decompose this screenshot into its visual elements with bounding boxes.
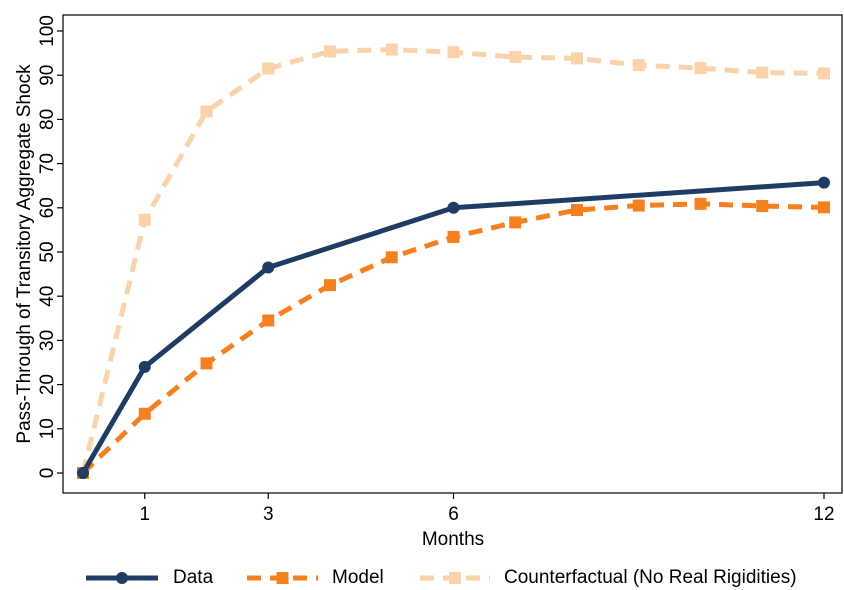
data-point (138, 407, 151, 420)
y-tick-label: 90 (37, 65, 58, 86)
data-point (509, 51, 522, 64)
y-tick-label: 60 (37, 197, 58, 218)
data-point (571, 52, 583, 65)
legend-label: Model (332, 567, 384, 588)
series-line (80, 180, 825, 475)
series-model (77, 197, 830, 479)
legend-item: Data (86, 567, 214, 588)
legend-marker (449, 572, 461, 584)
data-point (138, 360, 151, 373)
legend-item: Counterfactual (No Real Rigidities) (420, 567, 797, 588)
x-tick-label: 6 (448, 504, 459, 525)
y-tick-label: 100 (37, 15, 58, 47)
plot-border (62, 14, 843, 494)
y-tick-label: 0 (37, 468, 58, 479)
x-axis: 1 3 6 12 (139, 493, 835, 525)
data-point (262, 314, 275, 327)
data-point (571, 204, 583, 217)
legend-label: Data (173, 567, 214, 588)
y-tick-label: 10 (37, 418, 58, 439)
data-point (694, 197, 707, 210)
series-data (77, 176, 830, 479)
data-point (138, 213, 151, 226)
data-point (262, 62, 275, 75)
data-point (818, 201, 830, 214)
y-axis-title: Pass-Through of Transitory Aggregate Sho… (14, 64, 35, 444)
legend-label: Counterfactual (No Real Rigidities) (504, 567, 797, 588)
data-point (509, 216, 522, 229)
data-point (818, 176, 830, 189)
series-line (80, 47, 825, 474)
data-point (324, 279, 336, 292)
data-point (756, 66, 769, 79)
legend: Data Model Counterfactual (No Real Rigidit… (86, 567, 797, 588)
data-point (385, 43, 398, 56)
series-counterfactual (77, 43, 830, 479)
legend-item: Model (247, 567, 384, 588)
x-tick-label: 12 (813, 504, 834, 525)
series-line (81, 201, 825, 475)
data-point (818, 67, 830, 80)
y-tick-label: 30 (37, 330, 58, 351)
data-point (385, 251, 398, 264)
y-tick-label: 20 (37, 374, 58, 395)
legend-marker (116, 572, 128, 584)
data-point (200, 357, 213, 370)
data-point (200, 105, 213, 118)
data-point (262, 261, 275, 274)
data-point (324, 45, 336, 58)
data-point (77, 467, 89, 479)
x-axis-title: Months (422, 529, 484, 550)
data-point (447, 46, 460, 59)
x-tick-label: 3 (263, 504, 274, 525)
y-tick-label: 50 (37, 241, 58, 262)
data-point (447, 201, 460, 214)
data-point (447, 230, 460, 243)
y-tick-label: 70 (37, 153, 58, 174)
data-point (632, 59, 645, 72)
data-point (632, 199, 645, 212)
y-tick-label: 80 (37, 109, 58, 130)
y-axis: 0 10 20 30 40 50 60 70 80 90 100 (37, 15, 63, 478)
legend-marker (276, 572, 289, 584)
y-tick-label: 40 (37, 286, 58, 307)
data-point (756, 200, 769, 213)
plot-frame (62, 14, 843, 494)
data-point (694, 62, 707, 75)
x-tick-label: 1 (139, 504, 150, 525)
series-layer (77, 43, 830, 479)
